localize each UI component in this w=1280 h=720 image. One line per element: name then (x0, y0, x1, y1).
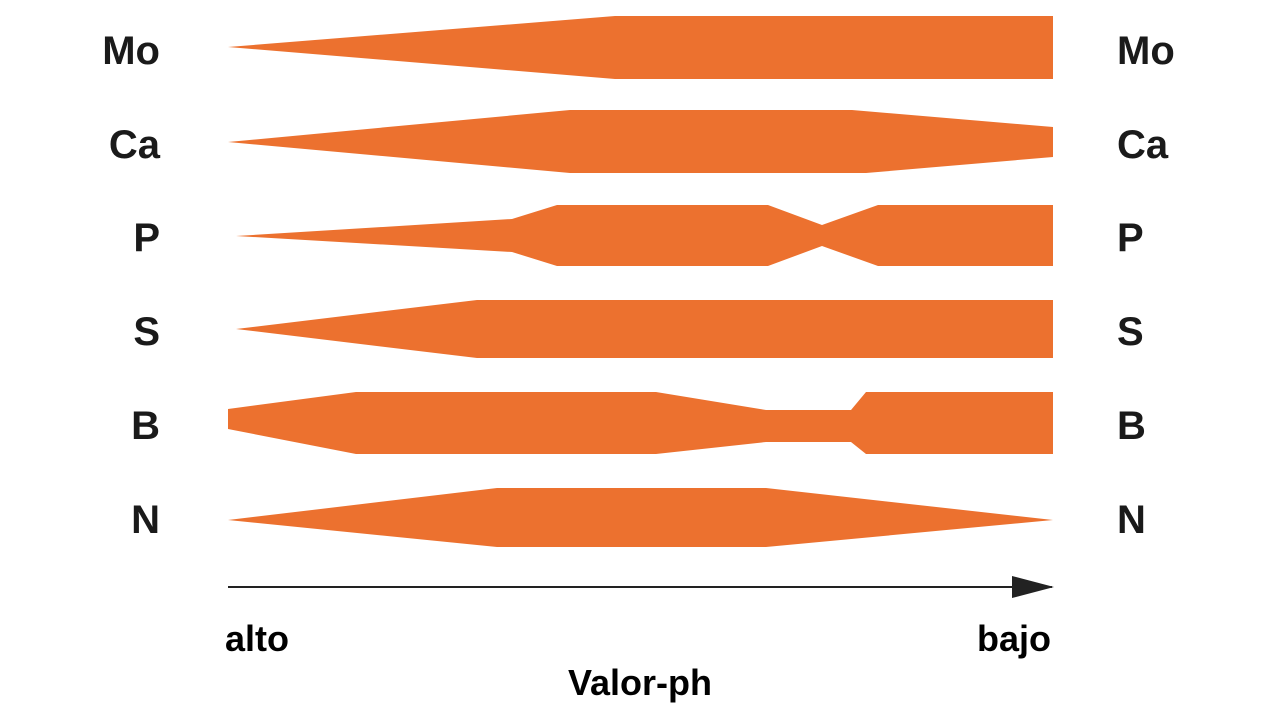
nutrient-label-left-p: P (133, 216, 160, 260)
axis-end-label: bajo (977, 618, 1051, 659)
nutrient-label-right-p: P (1117, 216, 1144, 260)
availability-band-s (236, 300, 1053, 358)
nutrient-label-left-s: S (133, 310, 160, 354)
nutrient-label-left-b: B (131, 404, 160, 448)
nutrient-label-right-ca: Ca (1117, 123, 1169, 167)
nutrient-label-right-n: N (1117, 498, 1146, 542)
availability-band-mo (228, 16, 1053, 79)
nutrient-label-left-mo: Mo (102, 29, 160, 73)
nutrient-label-right-mo: Mo (1117, 29, 1175, 73)
nutrient-label-right-s: S (1117, 310, 1144, 354)
nutrient-label-left-n: N (131, 498, 160, 542)
nutrient-label-left-ca: Ca (109, 123, 161, 167)
availability-band-ca (228, 110, 1053, 173)
axis-title: Valor-ph (568, 662, 712, 703)
axis-start-label: alto (225, 618, 289, 659)
availability-band-n (228, 488, 1053, 547)
availability-band-b (228, 392, 1053, 454)
availability-band-p (236, 205, 1053, 266)
nutrient-label-right-b: B (1117, 404, 1146, 448)
